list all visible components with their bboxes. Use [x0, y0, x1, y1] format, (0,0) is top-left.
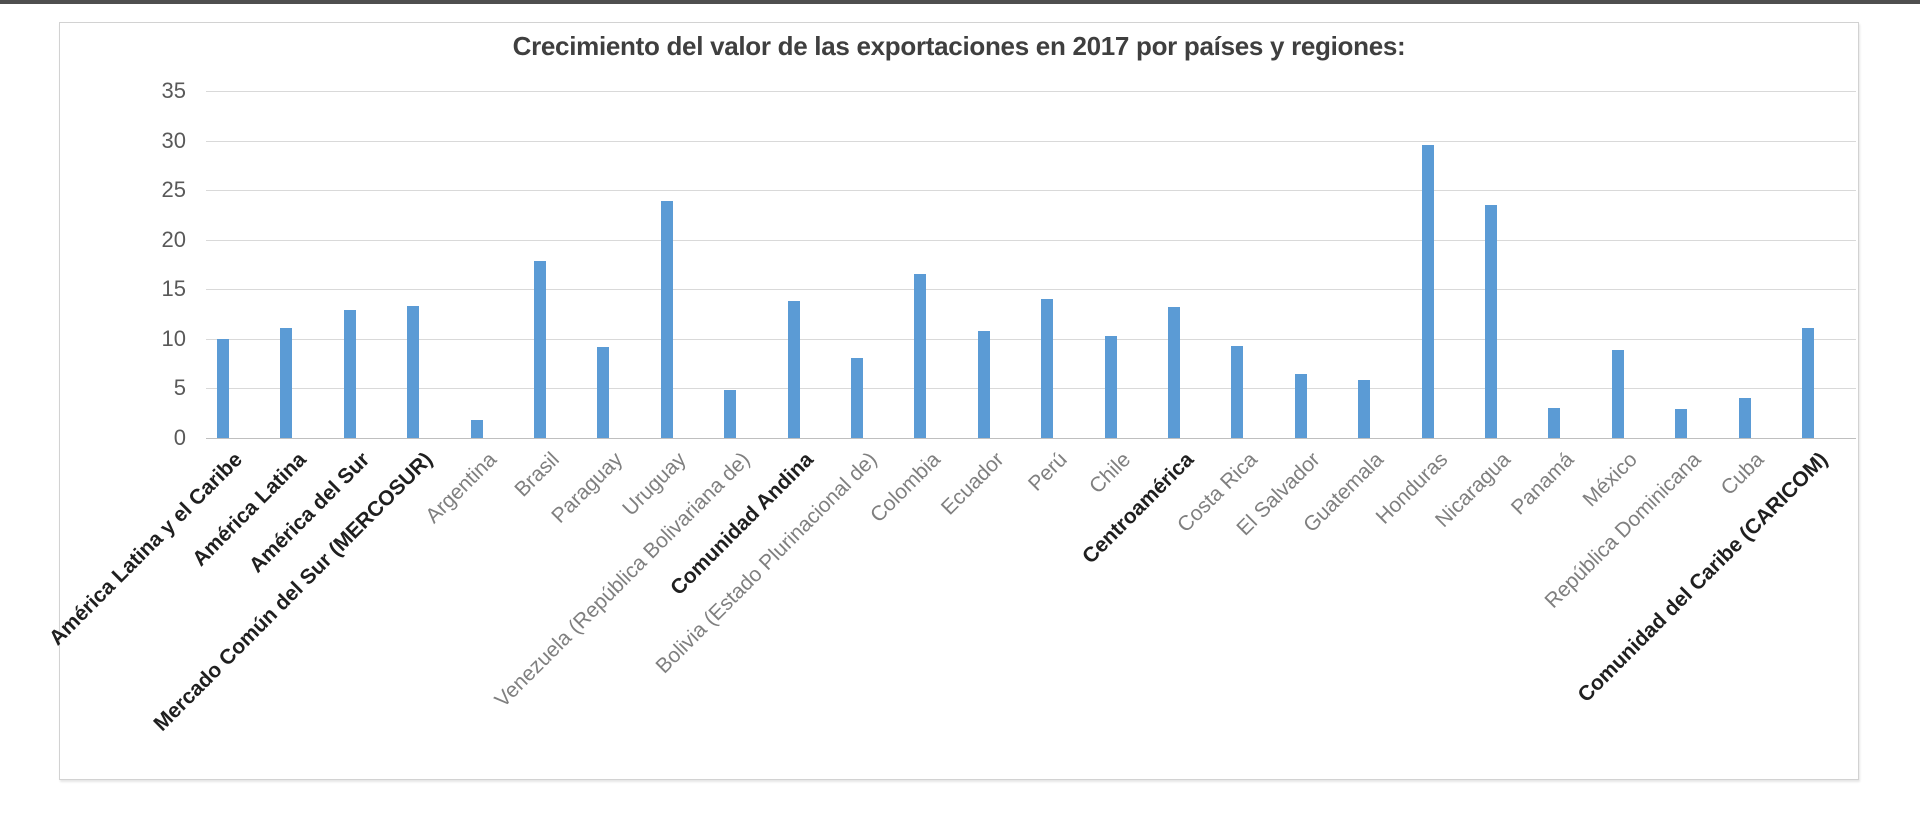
bar-cuba[interactable] — [1738, 398, 1751, 438]
bar-chile[interactable] — [1104, 335, 1117, 438]
x-axis-label: Panamá — [1507, 448, 1579, 520]
bar-centroam-rica[interactable] — [1168, 307, 1180, 438]
x-axis-label: Brasil — [510, 448, 565, 502]
bar-rep-blica-dominicana[interactable] — [1675, 409, 1688, 438]
gridline — [206, 239, 1856, 241]
bar-comunidad-andina[interactable] — [787, 301, 800, 438]
bar-mercado-com-n-del-sur-mercosur[interactable] — [407, 306, 420, 438]
y-tick-label: 30 — [161, 127, 186, 153]
y-tick-label: 20 — [161, 226, 186, 252]
gridline — [206, 140, 1856, 142]
y-tick-label: 25 — [161, 177, 186, 203]
x-axis-label: América Latina — [187, 448, 311, 571]
bar-comunidad-del-caribe-caricom[interactable] — [1802, 327, 1814, 438]
bar-costa-rica[interactable] — [1231, 345, 1244, 438]
x-axis-label: Ecuador — [936, 448, 1009, 520]
y-tick-label: 5 — [173, 375, 186, 401]
x-axis-label: Cuba — [1717, 448, 1769, 500]
bar-m-xico[interactable] — [1611, 349, 1624, 438]
gridline — [206, 289, 1856, 291]
gridline — [206, 388, 1856, 390]
plot-area — [206, 91, 1856, 439]
y-tick-label: 35 — [161, 78, 186, 103]
bar-paraguay[interactable] — [597, 346, 610, 438]
gridline — [206, 338, 1856, 340]
y-tick-label: 0 — [173, 425, 186, 450]
chart-frame: Crecimiento del valor de las exportacion… — [45, 22, 1859, 780]
gridline — [206, 91, 1856, 92]
bar-nicaragua[interactable] — [1485, 205, 1497, 438]
bar-guatemala[interactable] — [1358, 379, 1371, 438]
x-axis-label: Perú — [1023, 448, 1072, 496]
bar-ecuador[interactable] — [977, 330, 990, 438]
bar-am-rica-latina[interactable] — [280, 327, 293, 438]
gridline — [206, 190, 1856, 192]
bar-venezuela-rep-blica-bolivariana-de[interactable] — [724, 390, 737, 438]
bar-per[interactable] — [1041, 299, 1054, 438]
x-axis-label: Chile — [1084, 448, 1135, 499]
y-tick-label: 10 — [161, 325, 186, 351]
bar-am-rica-latina-y-el-caribe[interactable] — [217, 338, 229, 438]
top-rule — [0, 0, 1920, 4]
bar-brasil[interactable] — [534, 260, 546, 438]
y-tick-label: 15 — [161, 276, 186, 302]
bar-argentina[interactable] — [470, 420, 483, 438]
bar-panam[interactable] — [1548, 408, 1561, 438]
bar-el-salvador[interactable] — [1294, 373, 1307, 438]
bar-honduras[interactable] — [1421, 144, 1434, 438]
gridline — [206, 438, 1856, 439]
bar-uruguay[interactable] — [660, 201, 673, 438]
bar-colombia[interactable] — [914, 274, 927, 438]
bar-bolivia-estado-plurinacional-de[interactable] — [851, 357, 863, 438]
chart-title: Crecimiento del valor de las exportacion… — [512, 31, 1406, 61]
x-axis-label: Centroamérica — [1078, 448, 1199, 569]
bar-am-rica-del-sur[interactable] — [343, 310, 356, 438]
